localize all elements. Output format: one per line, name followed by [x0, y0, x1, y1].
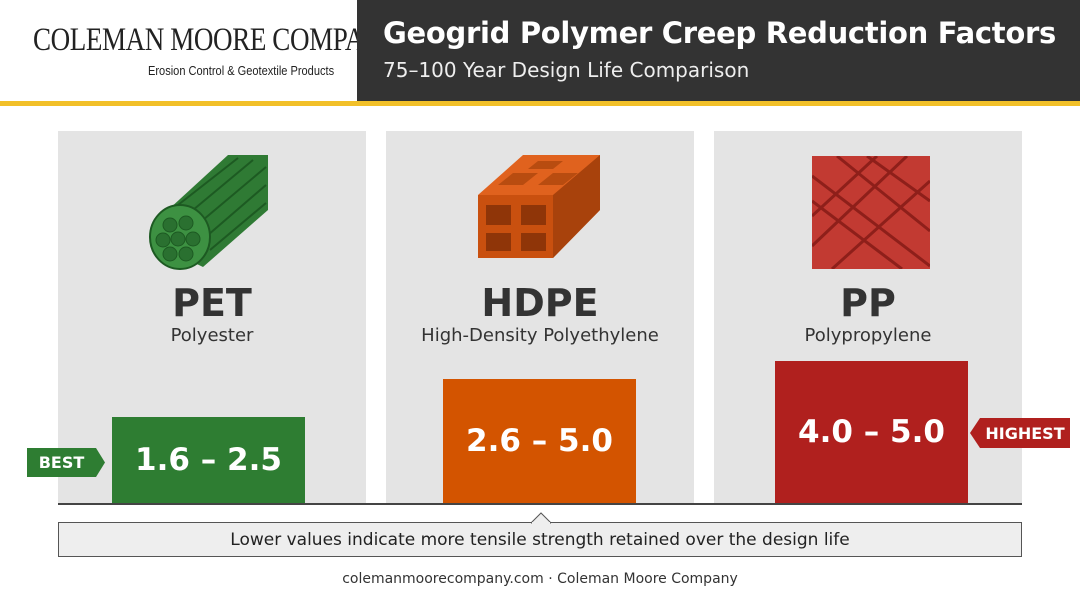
- polymer-name: High-Density Polyethylene: [421, 325, 659, 346]
- tagline: Erosion Control & Geotextile Products: [148, 63, 335, 78]
- note: Lower values indicate more tensile stren…: [58, 522, 1022, 557]
- polymer-code: PET: [172, 281, 252, 325]
- range-box: 4.0 – 5.0: [775, 361, 968, 503]
- highest-tag: HIGHEST: [985, 423, 1065, 443]
- subtitle: 75–100 Year Design Life Comparison: [383, 58, 750, 82]
- baseline: [58, 503, 1022, 505]
- best-tag: BEST: [38, 453, 85, 472]
- hdpe-icon: [478, 155, 600, 258]
- polymer-name: Polypropylene: [804, 325, 932, 346]
- polymer-code: HDPE: [481, 281, 599, 325]
- title: Geogrid Polymer Creep Reduction Factors: [383, 16, 1056, 50]
- note-pointer: [531, 512, 551, 524]
- title-band: [357, 0, 1080, 101]
- accent-rule: [0, 101, 1080, 106]
- best-arrow: [27, 448, 105, 477]
- range-box: 1.6 – 2.5: [112, 417, 305, 503]
- polymer-name: Polyester: [170, 325, 254, 346]
- footer: colemanmoorecompany.com · Coleman Moore …: [342, 571, 738, 587]
- highest-arrow: [970, 418, 1070, 448]
- pet-icon: [149, 155, 268, 270]
- logo-area: [0, 0, 357, 101]
- polymer-code: PP: [840, 281, 896, 325]
- range-box: 2.6 – 5.0: [443, 379, 636, 503]
- pp-icon: [812, 156, 930, 269]
- company-name: COLEMAN MOORE COMPANY: [33, 22, 403, 58]
